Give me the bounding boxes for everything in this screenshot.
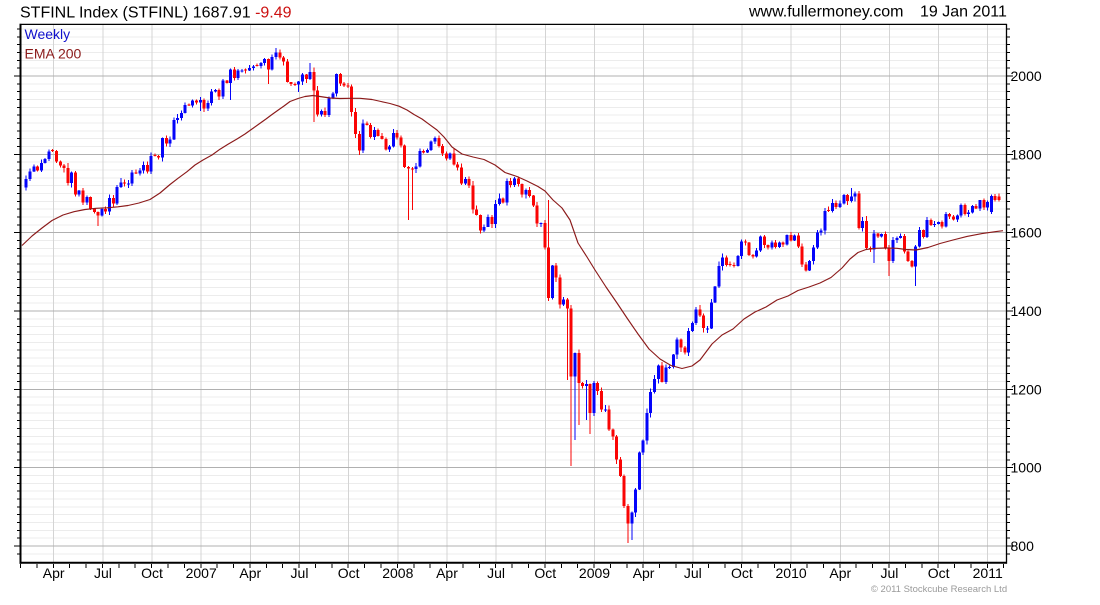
svg-text:Apr: Apr	[43, 565, 65, 581]
svg-text:Apr: Apr	[829, 565, 851, 581]
svg-text:Jul: Jul	[94, 565, 112, 581]
svg-text:800: 800	[1011, 538, 1035, 554]
svg-text:1400: 1400	[1011, 303, 1042, 319]
svg-text:1800: 1800	[1011, 146, 1042, 162]
svg-text:Jul: Jul	[880, 565, 898, 581]
svg-text:Oct: Oct	[338, 565, 360, 581]
svg-text:Oct: Oct	[534, 565, 556, 581]
svg-text:Apr: Apr	[436, 565, 458, 581]
svg-text:Jul: Jul	[684, 565, 702, 581]
svg-text:Jul: Jul	[291, 565, 309, 581]
svg-text:© 2011 Stockcube Research Ltd: © 2011 Stockcube Research Ltd	[871, 584, 1007, 595]
svg-text:Apr: Apr	[633, 565, 655, 581]
svg-text:Oct: Oct	[928, 565, 950, 581]
svg-text:2010: 2010	[776, 565, 807, 581]
svg-text:STFINL Index (STFINL) 1687.91: STFINL Index (STFINL) 1687.91 -9.49	[20, 5, 292, 22]
svg-text:2009: 2009	[579, 565, 610, 581]
svg-text:2007: 2007	[186, 565, 217, 581]
svg-text:Oct: Oct	[141, 565, 163, 581]
svg-text:1200: 1200	[1011, 381, 1042, 397]
svg-text:2008: 2008	[382, 565, 413, 581]
svg-text:2011: 2011	[973, 565, 1003, 581]
svg-text:EMA 200: EMA 200	[25, 46, 82, 62]
svg-text:19 Jan 2011: 19 Jan 2011	[920, 4, 1007, 21]
svg-text:2000: 2000	[1011, 68, 1042, 84]
svg-text:Jul: Jul	[487, 565, 505, 581]
svg-text:1000: 1000	[1011, 460, 1042, 476]
svg-text:Oct: Oct	[731, 565, 753, 581]
svg-text:www.fullermoney.com: www.fullermoney.com	[748, 4, 903, 21]
svg-text:Apr: Apr	[239, 565, 261, 581]
svg-text:Weekly: Weekly	[25, 26, 71, 42]
svg-text:1600: 1600	[1011, 225, 1042, 241]
